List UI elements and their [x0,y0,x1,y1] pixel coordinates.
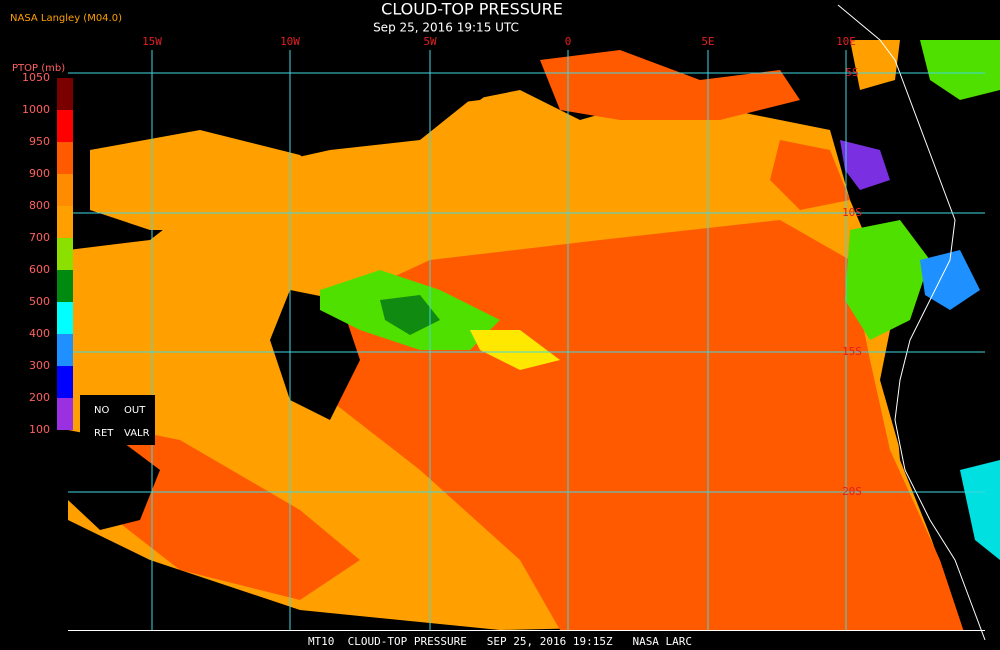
legend-swatch [57,302,73,334]
latitude-label: 5S [845,66,858,79]
legend-note: NO [94,405,109,416]
legend-label: 300 [29,359,50,372]
legend-notes-box [80,395,155,445]
legend-title: PTOP (mb) [12,63,65,74]
legend-swatch [57,366,73,398]
color-legend: 1050 1000 950 900 800 700 600 500 400 300 200 100 [22,71,73,436]
legend-label: 1000 [22,103,50,116]
legend-note: VALR [124,428,150,439]
longitude-label: 5W [423,35,437,48]
latitude-label: 10S [842,206,862,219]
legend-label: 1050 [22,71,50,84]
longitude-label: 0 [565,35,572,48]
longitude-label: 15W [142,35,162,48]
legend-swatch [57,78,73,110]
longitude-label: 10E [836,35,856,48]
legend-note: OUT [124,405,146,416]
longitude-label: 10W [280,35,300,48]
legend-label: 200 [29,391,50,404]
legend-label: 600 [29,263,50,276]
legend-swatch [57,110,73,142]
legend-swatch [57,238,73,270]
legend-label: 500 [29,295,50,308]
legend-swatch [57,206,73,238]
legend-swatch [57,174,73,206]
map-border [68,630,985,631]
latitude-label: 20S [842,485,862,498]
legend-swatch [57,334,73,366]
legend-label: 900 [29,167,50,180]
legend-label: 800 [29,199,50,212]
legend-note: RET [94,428,114,439]
map-subtitle: Sep 25, 2016 19:15 UTC [373,21,519,35]
coastline [837,4,986,641]
footer: MT10 CLOUD-TOP PRESSURE SEP 25, 2016 19:… [308,635,692,648]
latitude-label: 15S [842,345,862,358]
legend-swatch [57,142,73,174]
legend-swatch [57,398,73,430]
legend-label: 100 [29,423,50,436]
legend-swatch [57,270,73,302]
legend-label: 700 [29,231,50,244]
graticule: 15W 10W 5W 0 5E 10E 5S 10S 15S 20S [68,35,985,630]
legend-label: 400 [29,327,50,340]
source-label: NASA Langley (M04.0) [10,13,122,24]
longitude-label: 5E [701,35,714,48]
map-title: CLOUD-TOP PRESSURE [381,0,563,19]
legend-label: 950 [29,135,50,148]
